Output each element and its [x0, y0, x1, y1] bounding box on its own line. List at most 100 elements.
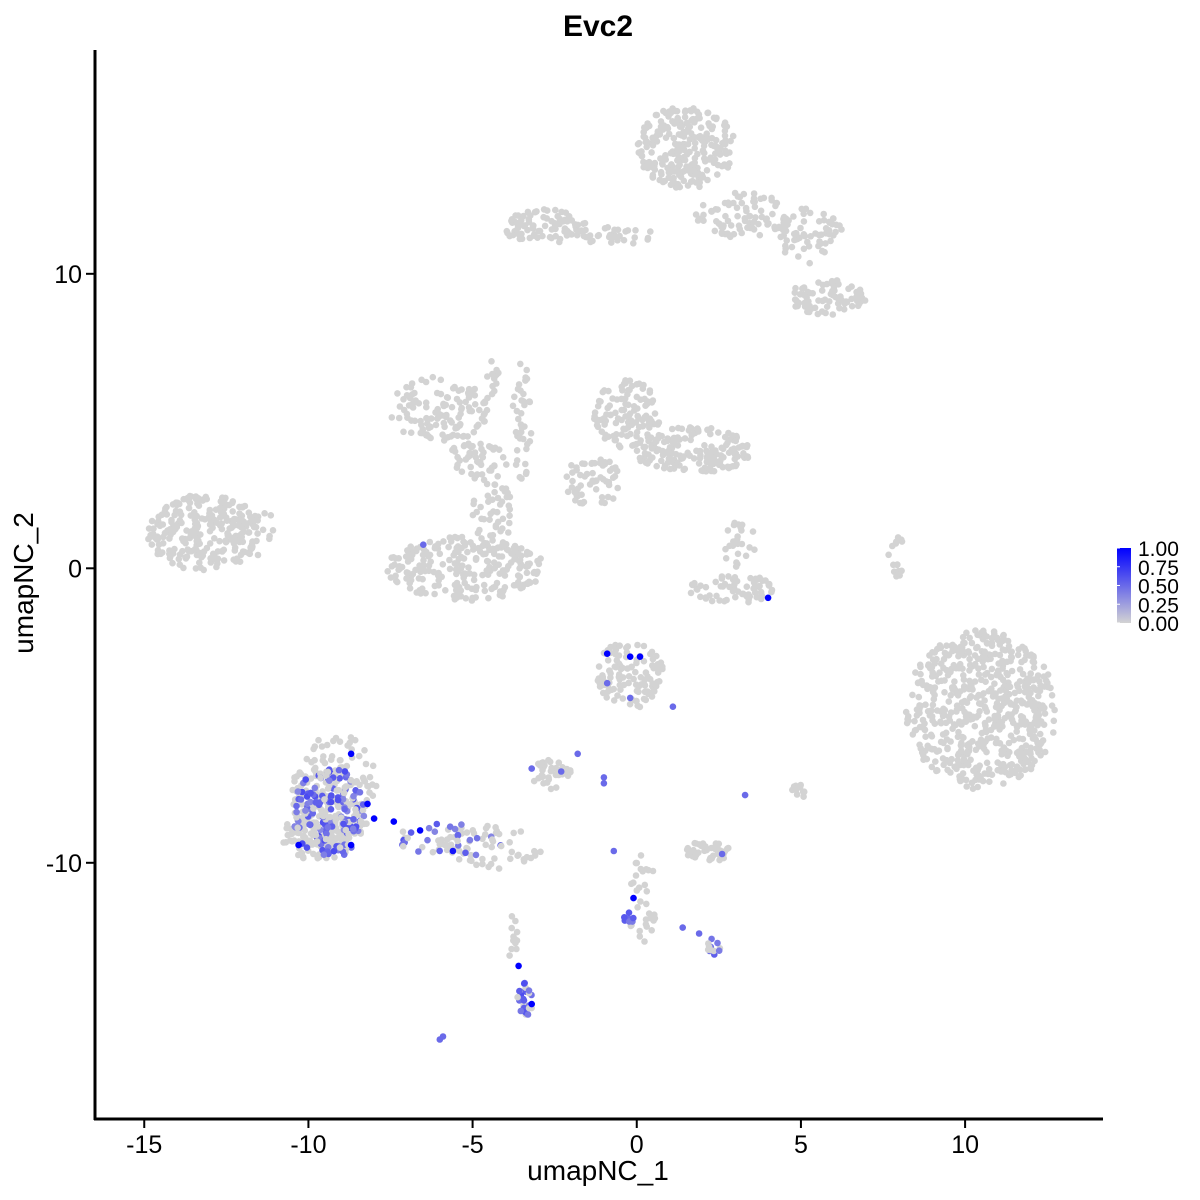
cell-point: [454, 453, 461, 461]
cell-point: [444, 394, 452, 402]
cell-point: [969, 738, 976, 745]
cell-point: [523, 445, 530, 453]
cell-point: [789, 786, 796, 794]
cell-point: [933, 766, 941, 774]
cell-point: [712, 447, 719, 454]
cell-point: [1015, 646, 1022, 653]
cell-point: [501, 584, 509, 591]
cell-point: [616, 676, 623, 683]
cell-point: [468, 597, 476, 604]
cell-point: [744, 442, 751, 449]
cell-point: [719, 224, 727, 231]
cell-point: [848, 302, 856, 310]
cell-point: [798, 205, 805, 213]
cell-point: [1040, 721, 1048, 728]
cell-point-expressing: [708, 935, 715, 943]
cell-point: [632, 227, 639, 234]
cell-point: [763, 215, 770, 222]
chart-title: Evc2: [563, 10, 633, 43]
cell-point: [1044, 671, 1052, 678]
cell-point: [206, 510, 213, 517]
cell-point-expressing: [497, 842, 505, 850]
cell-point: [634, 641, 641, 649]
cell-point: [921, 726, 929, 734]
cell-point: [749, 528, 757, 535]
x-tick-label: -10: [290, 1131, 326, 1159]
cell-point: [1034, 721, 1041, 729]
cell-point: [556, 238, 563, 246]
cell-point: [614, 692, 621, 699]
cell-point: [471, 401, 479, 408]
cell-point: [929, 701, 937, 709]
cell-point-expressing: [462, 849, 469, 857]
cell-point: [712, 578, 719, 586]
cell-point: [988, 665, 996, 673]
cell-point: [947, 668, 954, 676]
cell-point: [983, 759, 991, 767]
cell-point: [581, 219, 589, 227]
cell-point: [931, 649, 938, 656]
cell-point: [744, 453, 751, 461]
cell-point: [291, 778, 298, 785]
cell-point: [659, 123, 667, 130]
cell-point: [760, 194, 768, 202]
cell-point: [968, 779, 976, 787]
cell-point: [995, 695, 1002, 703]
cell-point-high: [636, 653, 644, 660]
cell-point: [631, 234, 638, 241]
cell-point-expressing: [557, 768, 565, 775]
cell-point: [667, 109, 675, 116]
cell-point-expressing: [350, 816, 357, 823]
cell-point: [663, 437, 671, 445]
cell-point: [633, 381, 640, 388]
cell-point: [236, 510, 243, 517]
cell-point: [927, 745, 935, 752]
cell-point-expressing: [334, 796, 342, 804]
cell-point: [743, 583, 751, 590]
cell-point: [1042, 677, 1050, 684]
cell-point: [415, 400, 423, 407]
cell-point: [499, 515, 507, 523]
cell-point-expressing: [514, 993, 521, 1001]
cell-point-expressing: [710, 947, 718, 955]
cell-point: [479, 855, 486, 863]
cell-point: [455, 856, 463, 863]
cell-point: [799, 285, 806, 292]
cell-point: [1041, 710, 1049, 717]
cell-point-expressing: [336, 844, 344, 851]
cell-point: [613, 396, 621, 403]
cell-point: [446, 565, 454, 573]
cell-point: [259, 526, 267, 534]
cell-point: [506, 519, 513, 527]
cell-point: [495, 830, 503, 838]
cell-point: [964, 711, 972, 718]
cell-point: [724, 230, 731, 237]
cell-point: [561, 225, 569, 232]
cell-point: [716, 597, 723, 604]
cell-point: [729, 432, 736, 439]
cell-point: [705, 457, 713, 465]
cell-point: [926, 652, 933, 659]
cell-point: [535, 560, 543, 568]
cell-point: [676, 147, 683, 155]
cell-point: [974, 643, 981, 651]
cell-point-expressing: [332, 812, 339, 820]
cell-point: [192, 493, 200, 500]
cell-point: [472, 586, 480, 594]
cell-point: [968, 639, 976, 647]
cell-point: [691, 145, 698, 152]
cell-point: [641, 881, 649, 889]
cell-point: [721, 132, 729, 139]
cell-point: [942, 719, 950, 727]
cell-point-expressing: [320, 851, 328, 858]
cell-point: [611, 663, 619, 670]
cell-point: [954, 751, 962, 759]
cell-point: [529, 224, 536, 232]
cell-point: [598, 494, 606, 501]
cell-point: [640, 695, 648, 703]
cell-point: [470, 500, 477, 508]
cell-point: [695, 460, 703, 467]
cell-point: [927, 731, 935, 739]
cell-point: [659, 178, 667, 186]
cell-point: [981, 671, 989, 678]
